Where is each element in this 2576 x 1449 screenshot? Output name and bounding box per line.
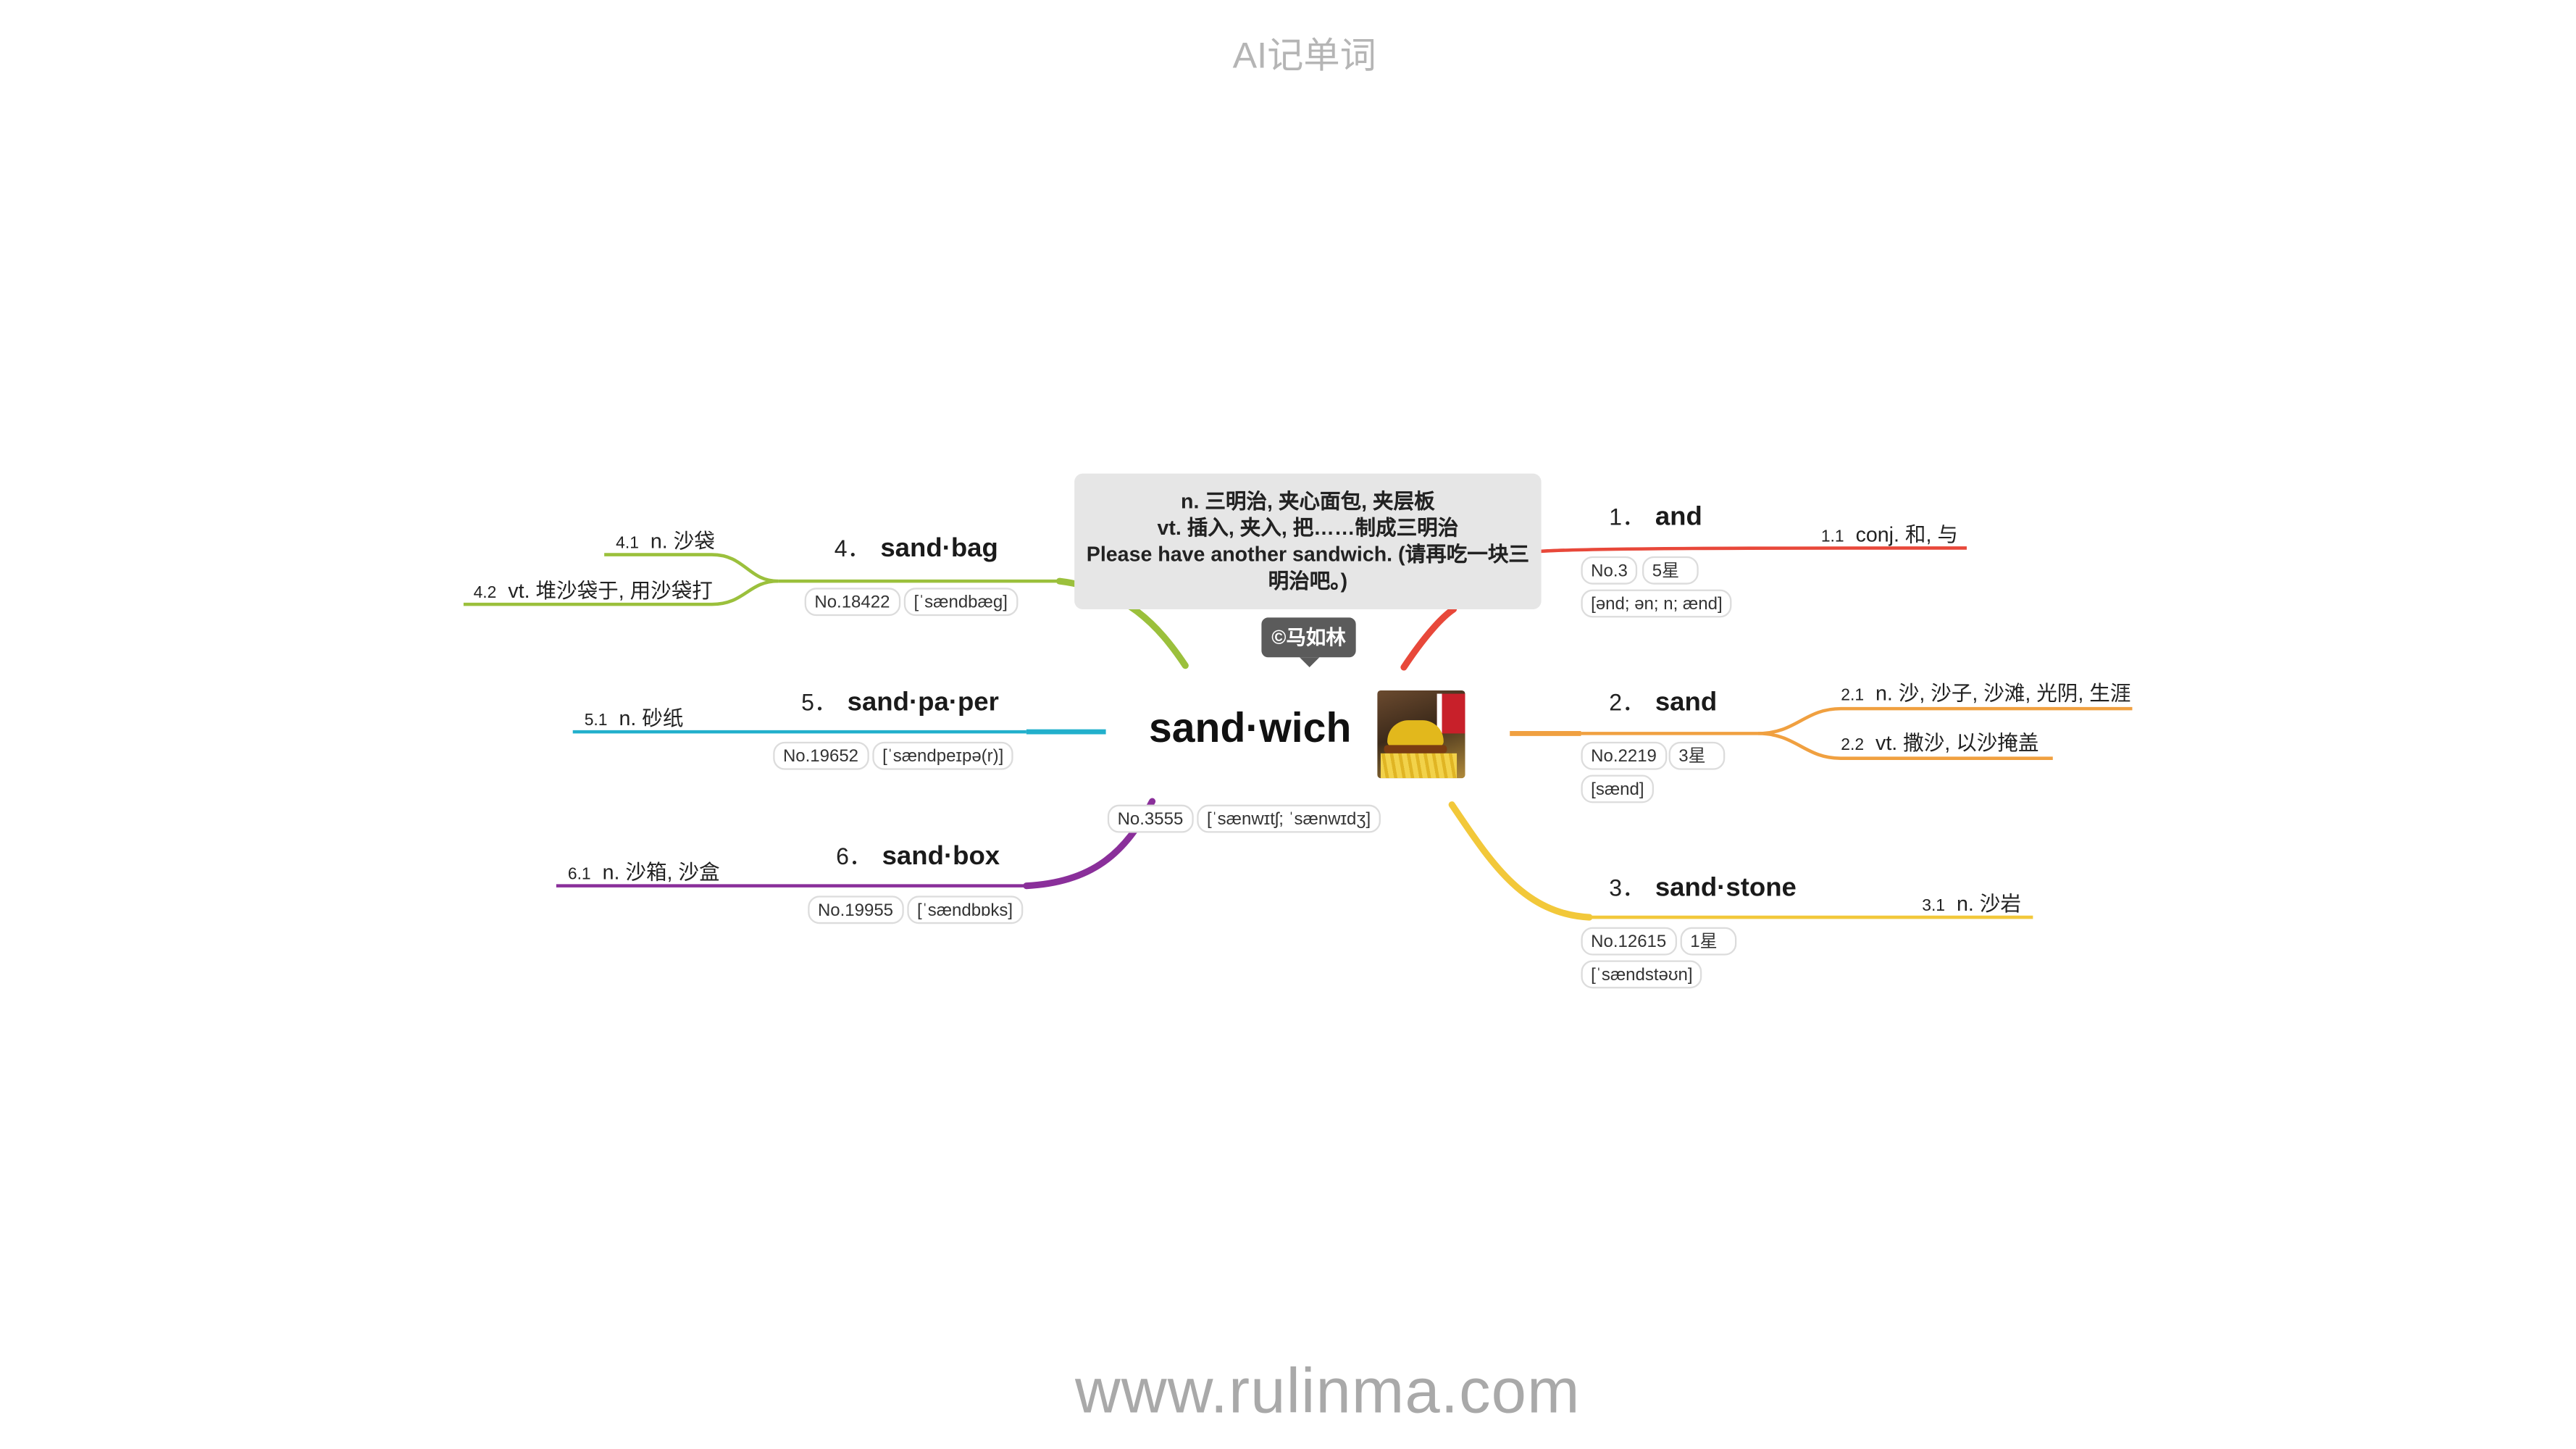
branch-topic-sandstone[interactable]: 3． sand·stone <box>1609 871 1797 904</box>
branch-index: 4． <box>834 535 871 561</box>
stars-badge: 5星 <box>1642 556 1699 585</box>
branch-word: sand·box <box>882 843 1000 872</box>
definition-line-1: n. 三明治, 夹心面包, 夹层板 <box>1180 490 1435 514</box>
sense-item[interactable]: 4.2 vt. 堆沙袋于, 用沙袋打 <box>474 573 713 604</box>
definition-example: Please have another sandwich. (请再吃一块三明治吧… <box>1086 543 1529 593</box>
link-sense-4-2 <box>463 579 779 606</box>
site-watermark: www.rulinma.com <box>1075 1357 1581 1427</box>
branch-index: 6． <box>836 843 872 869</box>
link-sense-2-2 <box>1757 732 2053 760</box>
phonetic-badge: [ˈsændbæɡ] <box>903 588 1018 617</box>
sense-index: 3.1 <box>1922 897 1946 916</box>
central-topic[interactable]: sand·wich <box>1148 705 1352 752</box>
sense-item[interactable]: 2.2 vt. 撒沙, 以沙掩盖 <box>1841 725 2038 756</box>
underline-and <box>1539 546 1967 554</box>
sense-index: 4.2 <box>473 584 497 603</box>
definition-callout: n. 三明治, 夹心面包, 夹层板 vt. 插入, 夹入, 把……制成三明治 P… <box>1074 473 1542 609</box>
sandwich-photo <box>1377 690 1465 779</box>
rank-badge: No.3 <box>1581 556 1638 585</box>
phonetic-badge: [ˈsændbɒks] <box>907 895 1023 924</box>
central-rank-badge: No.3555 <box>1107 804 1194 833</box>
branch-topic-sandbag[interactable]: 4． sand·bag <box>835 532 998 565</box>
sense-index: 1.1 <box>1820 528 1844 547</box>
sense-item[interactable]: 5.1 n. 砂纸 <box>585 701 684 732</box>
sense-item[interactable]: 2.1 n. 沙, 沙子, 沙滩, 光阴, 生涯 <box>1841 675 2130 706</box>
rank-badge: No.2219 <box>1581 741 1667 770</box>
sense-item[interactable]: 3.1 n. 沙岩 <box>1922 886 2021 917</box>
branch-index: 5． <box>801 688 837 716</box>
page-title: AI记单词 <box>1232 34 1376 77</box>
branch-index: 3． <box>1609 874 1646 901</box>
sense-text: n. 沙袋 <box>650 530 715 554</box>
branch-word: and <box>1655 503 1702 532</box>
connector-sandstone <box>1448 801 1593 921</box>
sense-text: n. 砂纸 <box>619 706 684 730</box>
phonetic-badge: [ˈsændpeɪpə(r)] <box>872 741 1014 770</box>
branch-word: sand·bag <box>880 535 998 564</box>
sense-index: 2.1 <box>1841 687 1865 706</box>
sense-index: 2.2 <box>1841 736 1865 756</box>
branch-index: 2． <box>1609 688 1646 716</box>
sense-item[interactable]: 1.1 conj. 和, 与 <box>1821 517 1958 548</box>
branch-topic-sandpaper[interactable]: 5． sand·pa·per <box>801 685 999 719</box>
branch-topic-and[interactable]: 1． and <box>1609 500 1702 533</box>
sense-text: vt. 撒沙, 以沙掩盖 <box>1875 732 2039 756</box>
branch-topic-sand[interactable]: 2． sand <box>1609 685 1717 719</box>
branch-topic-sandbox[interactable]: 6． sand·box <box>836 840 1000 873</box>
phonetic-badge: [ənd; ən; n; ænd] <box>1581 589 1733 618</box>
sense-index: 4.1 <box>616 535 639 554</box>
branch-word: sand <box>1655 688 1718 717</box>
branch-word: sand·pa·per <box>847 688 999 717</box>
sense-item[interactable]: 4.1 n. 沙袋 <box>616 523 715 554</box>
rank-badge: No.19955 <box>808 895 903 924</box>
sense-index: 5.1 <box>584 711 608 730</box>
connector-and <box>1400 606 1458 671</box>
link-sense-4-1 <box>604 553 779 583</box>
sense-text: n. 沙岩 <box>1957 892 2021 916</box>
stars-badge: 1星 <box>1680 927 1737 956</box>
sense-text: vt. 堆沙袋于, 用沙袋打 <box>508 579 713 603</box>
sense-index: 6.1 <box>567 866 591 885</box>
branch-index: 1． <box>1609 503 1646 530</box>
definition-line-2: vt. 插入, 夹入, 把……制成三明治 <box>1157 517 1459 540</box>
branch-word: sand·stone <box>1655 874 1797 903</box>
author-badge: ©马如林 <box>1261 617 1356 667</box>
rank-badge: No.12615 <box>1581 927 1676 956</box>
link-sense-2-1 <box>1757 706 2133 735</box>
sense-text: n. 沙箱, 沙盒 <box>602 861 720 885</box>
rank-badge: No.18422 <box>804 588 900 617</box>
sense-text: n. 沙, 沙子, 沙滩, 光阴, 生涯 <box>1875 682 2131 706</box>
sense-item[interactable]: 6.1 n. 沙箱, 沙盒 <box>568 854 720 885</box>
phonetic-badge: [sænd] <box>1581 774 1655 803</box>
sense-text: conj. 和, 与 <box>1855 523 1958 547</box>
stars-badge: 3星 <box>1668 741 1726 770</box>
phonetic-badge: [ˈsændstəʊn] <box>1581 960 1703 989</box>
rank-badge: No.19652 <box>773 741 869 770</box>
central-phonetic-badge: [ˈsænwɪtʃ; ˈsænwɪdʒ] <box>1197 804 1381 833</box>
